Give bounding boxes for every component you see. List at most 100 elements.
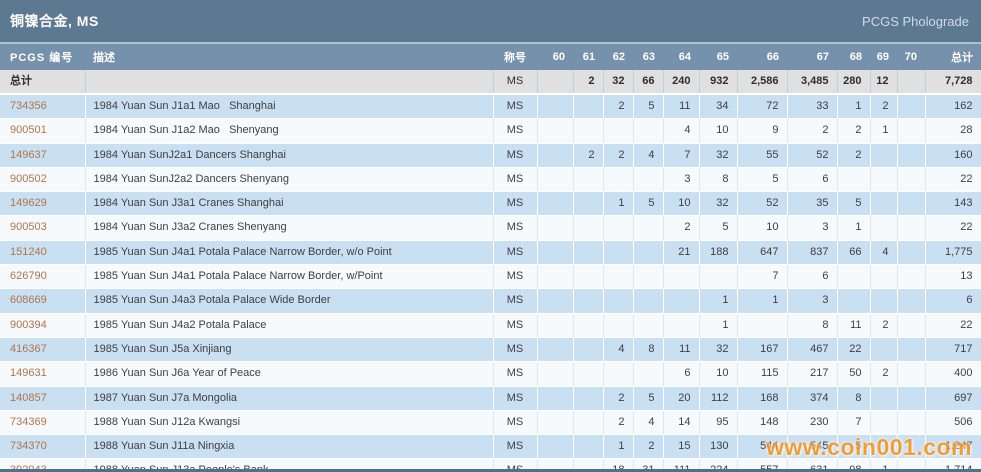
pcgs-number-link[interactable]: 626790 — [0, 264, 86, 290]
pcgs-number-link[interactable]: 734370 — [0, 434, 86, 460]
description-cell: 1984 Yuan SunJ2a2 Dancers Shenyang — [85, 167, 494, 193]
grade-cell-61 — [573, 118, 604, 144]
table-row: 149637 1984 Yuan SunJ2a1 Dancers Shanghai… — [0, 143, 981, 168]
grade-cell-64: 11 — [663, 337, 700, 363]
grade-cell-60 — [537, 118, 574, 144]
designation-cell: MS — [493, 191, 538, 217]
grade-cell-66: 9 — [737, 118, 788, 144]
population-table: PCGS 编号 描述 称号 60 61 62 63 64 65 66 67 68 69 70 总计 总计 MS… — [0, 44, 981, 472]
grade-cell-60 — [537, 94, 574, 120]
row-total-cell: 697 — [925, 386, 981, 411]
description-cell: 1985 Yuan Sun J4a2 Potala Palace — [85, 313, 494, 338]
total-grade-67: 3,485 — [787, 70, 838, 95]
grade-cell-68: 98 — [837, 458, 871, 472]
pcgs-number-link[interactable]: 900502 — [0, 167, 86, 193]
grade-cell-61 — [573, 94, 604, 120]
total-row-description — [85, 70, 494, 95]
column-header-11: 68 — [837, 44, 870, 70]
grade-cell-64: 2 — [663, 215, 700, 241]
description-cell: 1984 Yuan Sun J3a2 Cranes Shenyang — [85, 215, 494, 241]
grade-cell-69 — [870, 386, 898, 411]
total-grade-70 — [897, 70, 926, 95]
grade-cell-60 — [537, 361, 574, 387]
column-header-7: 64 — [663, 44, 699, 70]
pcgs-number-link[interactable]: 608669 — [0, 288, 86, 314]
grade-cell-66: 167 — [737, 337, 788, 363]
grade-cell-62 — [603, 313, 634, 338]
grade-cell-65: 10 — [699, 118, 738, 144]
table-row: 900502 1984 Yuan SunJ2a2 Dancers Shenyang… — [0, 167, 981, 193]
grade-cell-61 — [573, 410, 604, 436]
grade-cell-61 — [573, 434, 604, 460]
description-cell: 1985 Yuan Sun J5a Xinjiang — [85, 337, 494, 363]
pcgs-number-link[interactable]: 734369 — [0, 410, 86, 436]
grade-cell-64: 14 — [663, 410, 700, 436]
pcgs-number-link[interactable]: 149629 — [0, 191, 86, 217]
pcgs-number-link[interactable]: 900394 — [0, 313, 86, 338]
grade-cell-70 — [897, 264, 926, 290]
total-row-label: 总计 — [0, 70, 86, 95]
designation-cell: MS — [493, 434, 538, 460]
grade-cell-68 — [837, 264, 871, 290]
grade-cell-70 — [897, 240, 926, 266]
row-total-cell: 160 — [925, 143, 981, 168]
column-header-2: 称号 — [493, 44, 537, 70]
grade-cell-65 — [699, 264, 738, 290]
grade-cell-62 — [603, 264, 634, 290]
grade-cell-60 — [537, 215, 574, 241]
pcgs-photograde-link[interactable]: PCGS Pholograde — [862, 13, 969, 29]
grade-cell-62 — [603, 167, 634, 193]
designation-cell: MS — [493, 94, 538, 120]
grade-cell-69 — [870, 288, 898, 314]
grade-cell-69: 1 — [870, 118, 898, 144]
designation-cell: MS — [493, 143, 538, 168]
grade-cell-61 — [573, 240, 604, 266]
grade-cell-67: 33 — [787, 94, 838, 120]
column-header-8: 65 — [699, 44, 737, 70]
grade-cell-67: 52 — [787, 143, 838, 168]
grade-cell-69 — [870, 410, 898, 436]
grade-cell-67: 230 — [787, 410, 838, 436]
designation-cell: MS — [493, 118, 538, 144]
grade-cell-68: 7 — [837, 410, 871, 436]
pcgs-number-link[interactable]: 900501 — [0, 118, 86, 144]
grade-cell-66: 1 — [737, 288, 788, 314]
grade-cell-63: 8 — [633, 337, 664, 363]
grade-cell-65: 188 — [699, 240, 738, 266]
grade-cell-70 — [897, 410, 926, 436]
grade-cell-66: 5 — [737, 167, 788, 193]
grade-cell-68: 22 — [837, 337, 871, 363]
pcgs-number-link[interactable]: 416367 — [0, 337, 86, 363]
pcgs-number-link[interactable]: 734356 — [0, 94, 86, 120]
grade-cell-69 — [870, 434, 898, 460]
designation-cell: MS — [493, 215, 538, 241]
pcgs-number-link[interactable]: 392943 — [0, 458, 86, 472]
grade-cell-65: 95 — [699, 410, 738, 436]
grade-cell-65: 1 — [699, 313, 738, 338]
grade-cell-66: 148 — [737, 410, 788, 436]
designation-cell: MS — [493, 410, 538, 436]
pcgs-number-link[interactable]: 151240 — [0, 240, 86, 266]
table-row: 416367 1985 Yuan Sun J5a Xinjiang MS 4 8 11 32… — [0, 337, 981, 363]
grade-cell-60 — [537, 410, 574, 436]
grade-cell-64: 20 — [663, 386, 700, 411]
grade-cell-68: 66 — [837, 240, 871, 266]
pcgs-number-link[interactable]: 149637 — [0, 143, 86, 168]
grade-cell-62 — [603, 288, 634, 314]
column-header-5: 62 — [603, 44, 633, 70]
grade-cell-64: 21 — [663, 240, 700, 266]
grade-cell-70 — [897, 94, 926, 120]
grade-cell-65: 130 — [699, 434, 738, 460]
pcgs-number-link[interactable]: 900503 — [0, 215, 86, 241]
grade-cell-63 — [633, 118, 664, 144]
grade-cell-68: 11 — [837, 313, 871, 338]
designation-cell: MS — [493, 240, 538, 266]
grade-cell-63: 5 — [633, 386, 664, 411]
pcgs-number-link[interactable]: 149631 — [0, 361, 86, 387]
grade-cell-66: 72 — [737, 94, 788, 120]
pcgs-number-link[interactable]: 140857 — [0, 386, 86, 411]
total-grade-65: 932 — [699, 70, 738, 95]
grade-cell-66: 115 — [737, 361, 788, 387]
table-header-row: PCGS 编号 描述 称号 60 61 62 63 64 65 66 67 68 69 70 总计 — [0, 44, 981, 70]
grade-cell-63 — [633, 264, 664, 290]
